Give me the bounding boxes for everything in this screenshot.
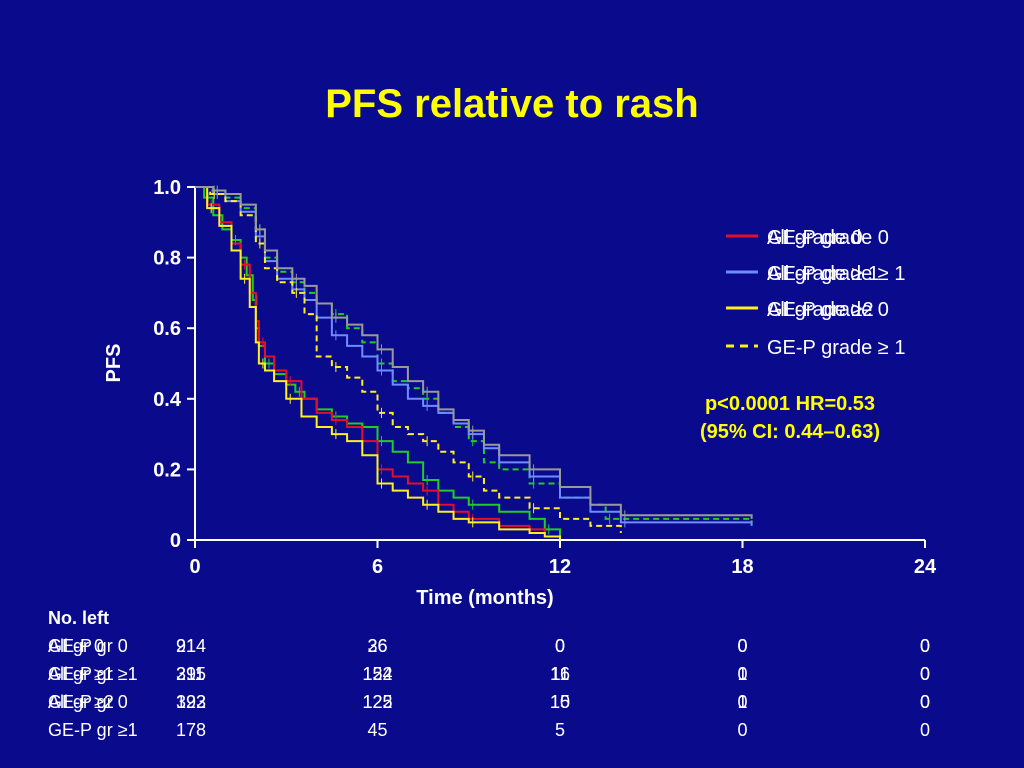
legend-label: GE-P grade 0 [767, 299, 889, 321]
stats-pvalue: p<0.0001 HR=0.53 [704, 393, 876, 415]
at-risk-cell: 36 [367, 636, 388, 656]
legend-label: All grade ≥ 1 [767, 263, 879, 285]
legend-label: All grade ≥2 [767, 299, 874, 321]
at-risk-row-label: All gr ≥1 [48, 664, 114, 684]
at-risk-cell: 45 [367, 720, 388, 740]
km-curve-3 [195, 186, 753, 526]
x-tick-label: 18 [731, 556, 753, 578]
at-risk-cell: 154 [362, 664, 393, 684]
legend-label: GE-P grade ≥ 1 [767, 263, 905, 285]
at-risk-cell: 11 [550, 664, 570, 684]
km-curve-6 [195, 186, 753, 519]
at-risk-cell: 178 [176, 720, 207, 740]
at-risk-row-label: All gr 0 [48, 636, 105, 656]
at-risk-row-label: GE-P gr ≥1 [48, 720, 138, 740]
at-risk-cell: 1 [737, 692, 748, 712]
at-risk-cell: 1 [737, 664, 748, 684]
y-tick-label: 0.2 [153, 459, 181, 481]
at-risk-row-label: All gr ≥2 [48, 692, 114, 712]
at-risk-cell: 5 [554, 720, 566, 740]
km-curve-5 [195, 186, 622, 533]
at-risk-cell: 0 [919, 664, 931, 684]
at-risk-cell: 295 [176, 664, 207, 684]
slide-title: PFS relative to rash [325, 82, 699, 126]
at-risk-row-label: GE-P gr ≥1 [48, 664, 138, 684]
at-risk-row-label: GE-P gr 0 [48, 692, 128, 712]
at-risk-cell: 0 [919, 636, 931, 656]
x-tick-label: 24 [914, 556, 937, 578]
legend-label: GE-P grade ≥ 1 [767, 337, 905, 359]
stats-ci: (95% CI: 0.44–0.63) [699, 421, 881, 443]
at-risk-cell: 0 [737, 720, 748, 740]
at-risk-cell: 91 [176, 636, 197, 656]
at-risk-cell: 0 [554, 636, 566, 656]
y-tick-label: 0.6 [153, 318, 181, 340]
legend-label: GE-P grade 0 [767, 227, 889, 249]
y-tick-label: 0 [170, 530, 181, 552]
at-risk-cell: 0 [919, 692, 931, 712]
at-risk-cell: 122 [362, 692, 393, 712]
at-risk-cell: 392 [176, 692, 207, 712]
chart-curves [195, 185, 753, 540]
at-risk-cell: 16 [549, 664, 571, 684]
at-risk-cell: 0 [737, 692, 748, 712]
stats-annotation: p<0.0001 HR=0.53 (95% CI: 0.44–0.63) [640, 390, 940, 446]
at-risk-title: No. left [48, 608, 109, 628]
x-tick-label: 0 [189, 556, 200, 578]
km-curve-1 [195, 186, 753, 523]
y-axis-label: PFS [103, 344, 125, 383]
x-tick-label: 12 [549, 556, 571, 578]
at-risk-cell: 0 [919, 636, 931, 656]
at-risk-cell: 0 [919, 692, 931, 712]
at-risk-cell: 15 [549, 692, 571, 712]
x-axis-label: Time (months) [416, 587, 553, 609]
x-tick-label: 6 [372, 556, 383, 578]
at-risk-cell: 123 [176, 692, 207, 712]
y-tick-label: 1.0 [153, 177, 181, 199]
at-risk-row-label: GE-P gr 0 [48, 636, 128, 656]
at-risk-cell: 311 [176, 664, 205, 684]
at-risk-cell: 0 [737, 664, 748, 684]
at-risk-cell: 214 [176, 636, 207, 656]
km-curve-2 [195, 186, 561, 540]
at-risk-cell: 0 [554, 636, 566, 656]
km-curve-4 [195, 186, 561, 540]
at-risk-cell: 125 [362, 692, 393, 712]
at-risk-cell: 26 [367, 636, 388, 656]
y-tick-label: 0.8 [153, 248, 181, 270]
at-risk-cell: 10 [549, 692, 571, 712]
at-risk-cell: 0 [919, 664, 931, 684]
at-risk-cell: 0 [737, 636, 748, 656]
y-tick-label: 0.4 [153, 389, 182, 411]
at-risk-cell: 122 [362, 664, 393, 684]
at-risk-cell: 0 [737, 636, 748, 656]
at-risk-cell: 0 [919, 720, 931, 740]
legend-label: All grade 0 [767, 227, 863, 249]
